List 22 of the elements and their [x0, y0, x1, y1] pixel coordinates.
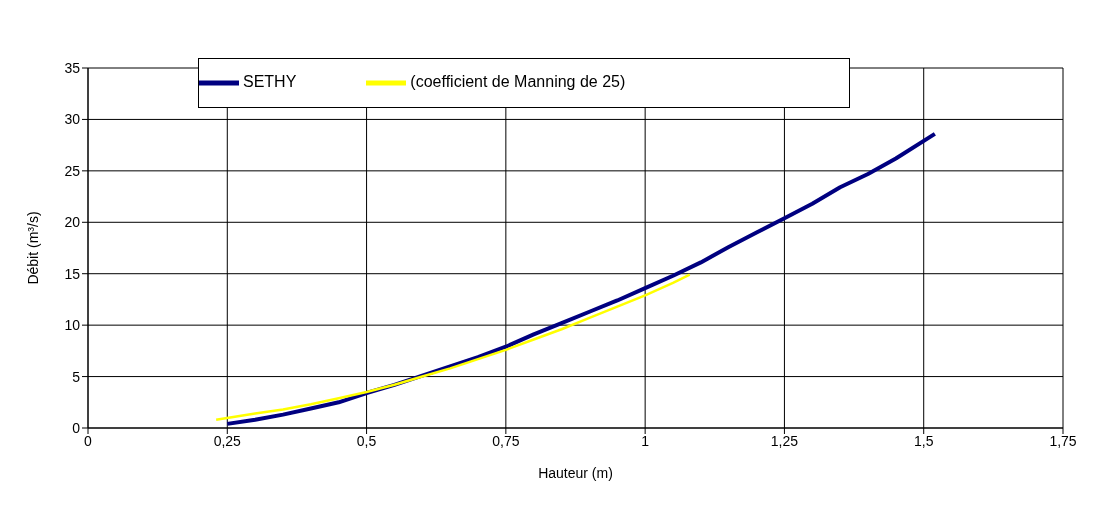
y-tick-label: 5: [72, 368, 81, 385]
x-tick-label: 1: [641, 432, 650, 449]
legend-label: SETHY: [243, 73, 297, 91]
y-tick-label: 15: [64, 265, 81, 282]
y-tick-label: 25: [64, 162, 81, 179]
line-series: [225, 131, 937, 426]
y-tick-label: 35: [64, 59, 81, 76]
y-tick-label: 10: [64, 317, 81, 334]
legend-label: (coefficient de Manning de 25): [410, 73, 626, 91]
y-tick-label: 30: [64, 111, 81, 128]
x-tick-label: 1,75: [1049, 432, 1077, 449]
y-tick-label: 20: [64, 214, 81, 231]
x-axis-title: Hauteur (m): [538, 465, 613, 481]
x-tick-label: 0: [84, 432, 93, 449]
x-tick-label: 0,5: [356, 432, 377, 449]
x-tick-label: 1,5: [913, 432, 934, 449]
y-tick-label: 0: [72, 419, 81, 436]
x-tick-label: 1,25: [770, 432, 799, 449]
x-tick-label: 0,75: [492, 432, 520, 449]
line-series: [214, 273, 691, 422]
x-tick-label: 0,25: [213, 432, 242, 449]
y-axis-title: Débit (m³/s): [24, 211, 41, 285]
